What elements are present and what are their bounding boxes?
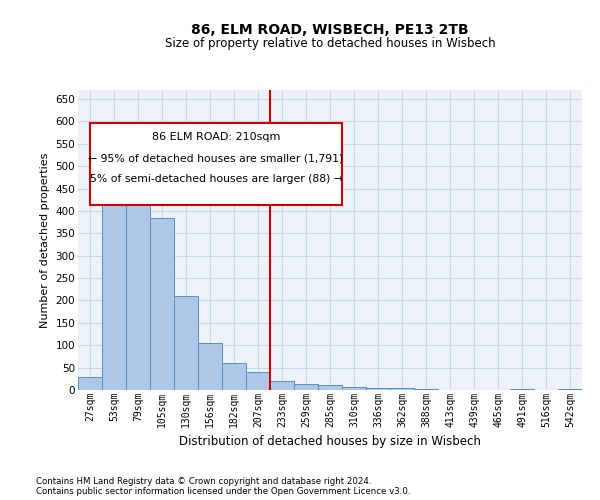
Bar	[510, 389, 534, 390]
Text: ← 95% of detached houses are smaller (1,791): ← 95% of detached houses are smaller (1,…	[88, 154, 344, 164]
Text: 86, ELM ROAD, WISBECH, PE13 2TB: 86, ELM ROAD, WISBECH, PE13 2TB	[191, 22, 469, 36]
Bar	[150, 218, 174, 390]
Text: Contains HM Land Registry data © Crown copyright and database right 2024.: Contains HM Land Registry data © Crown c…	[36, 477, 371, 486]
Bar	[294, 384, 318, 390]
Text: 86 ELM ROAD: 210sqm: 86 ELM ROAD: 210sqm	[152, 132, 280, 141]
Bar	[342, 387, 366, 390]
Bar	[78, 376, 102, 390]
Bar	[390, 388, 414, 390]
Bar	[126, 162, 150, 390]
Text: Size of property relative to detached houses in Wisbech: Size of property relative to detached ho…	[164, 38, 496, 51]
Bar	[102, 170, 126, 390]
Bar	[270, 381, 294, 390]
X-axis label: Distribution of detached houses by size in Wisbech: Distribution of detached houses by size …	[179, 435, 481, 448]
Bar	[222, 363, 246, 390]
Bar	[414, 389, 438, 390]
Y-axis label: Number of detached properties: Number of detached properties	[40, 152, 50, 328]
Bar	[318, 384, 342, 390]
Bar	[366, 388, 390, 390]
Bar	[246, 372, 270, 390]
Bar	[558, 389, 582, 390]
Text: Contains public sector information licensed under the Open Government Licence v3: Contains public sector information licen…	[36, 487, 410, 496]
Text: 5% of semi-detached houses are larger (88) →: 5% of semi-detached houses are larger (8…	[89, 174, 343, 184]
Bar	[198, 343, 222, 390]
Bar	[174, 296, 198, 390]
